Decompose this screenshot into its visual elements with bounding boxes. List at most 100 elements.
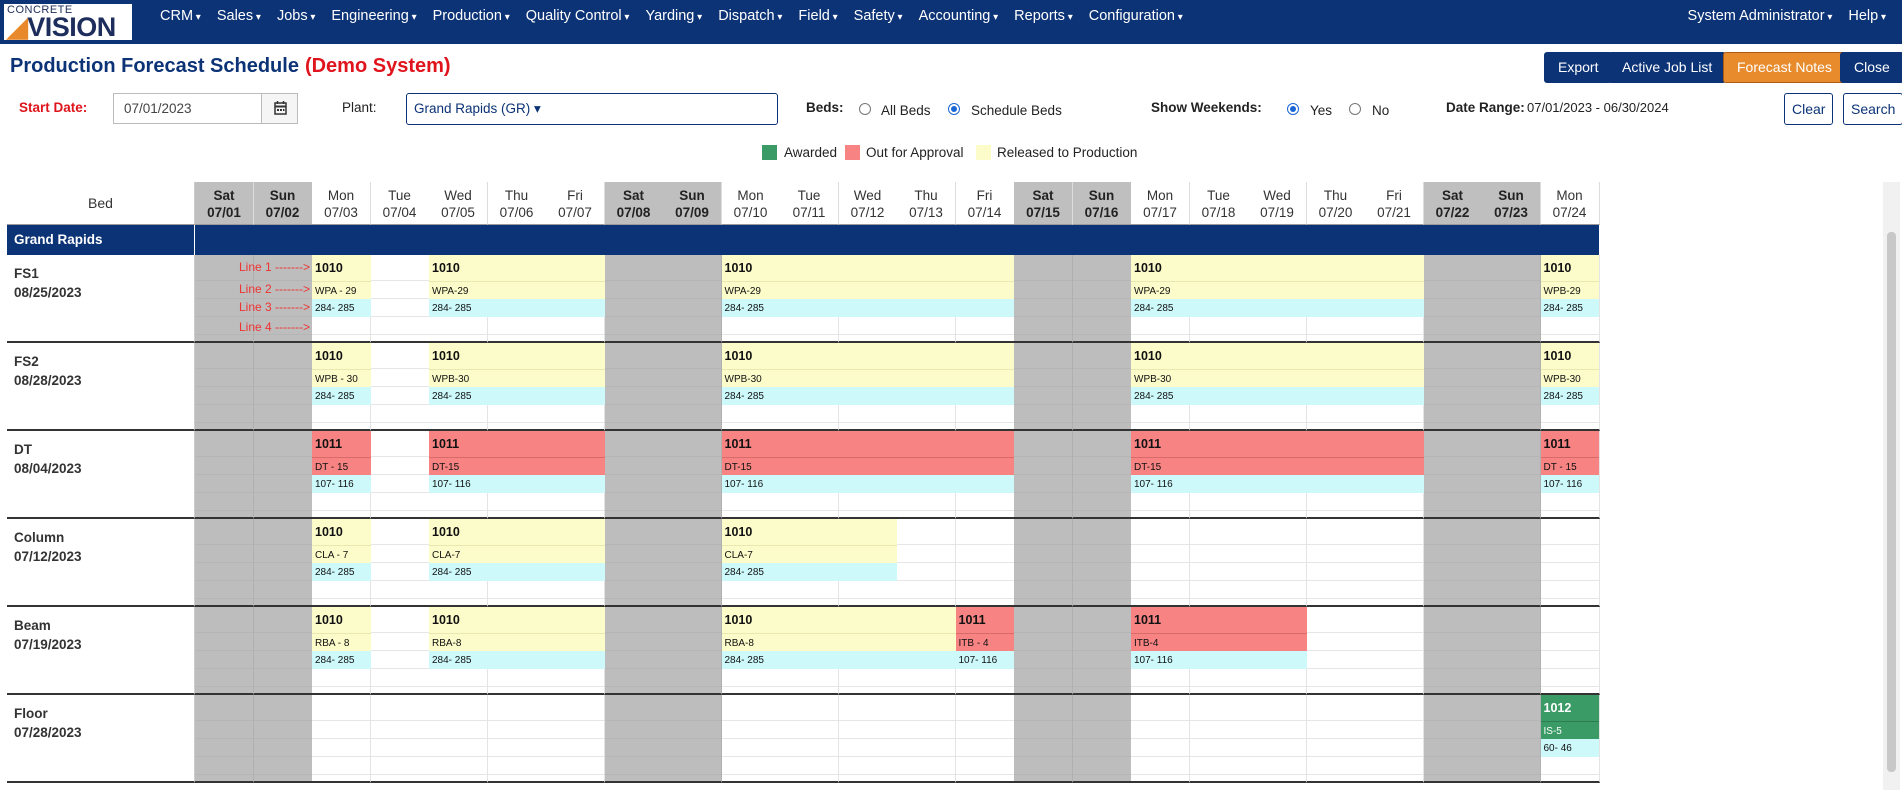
nav-item-quality-control[interactable]: Quality Control ▾ [525,8,630,24]
day-cell[interactable] [1131,695,1190,783]
nav-item-safety[interactable]: Safety ▾ [853,8,903,24]
calendar-button[interactable] [261,93,298,124]
day-cell[interactable] [1365,695,1424,783]
day-cell[interactable] [1306,519,1366,607]
day-cell[interactable] [955,695,1015,783]
day-cell[interactable] [604,343,664,431]
day-cell[interactable] [604,695,664,783]
day-cell[interactable] [1482,519,1541,607]
day-cell[interactable] [1482,607,1541,695]
piece-type-block[interactable]: DT-15 [429,457,605,475]
day-cell[interactable] [429,695,488,783]
piece-type-block[interactable]: CLA-7 [429,545,605,563]
active-job-list-button[interactable]: Active Job List [1608,52,1727,83]
job-number-block[interactable]: 1010 [721,255,1014,281]
nav-item-jobs[interactable]: Jobs ▾ [276,8,316,24]
day-cell[interactable] [195,343,254,431]
day-cell[interactable] [721,695,781,783]
job-number-block[interactable]: 1011 [955,607,1014,633]
day-cell[interactable] [838,695,898,783]
mark-range-block[interactable]: 284- 285 [429,299,605,317]
piece-type-block[interactable]: ITB - 4 [955,633,1014,651]
mark-range-block[interactable]: 284- 285 [312,387,371,405]
piece-type-block[interactable]: WPB-30 [429,369,605,387]
day-cell[interactable] [253,607,313,695]
mark-range-block[interactable]: 284- 285 [429,563,605,581]
day-cell[interactable] [1423,255,1483,343]
job-number-block[interactable]: 1010 [312,255,371,281]
help-menu[interactable]: Help ▾ [1848,8,1886,24]
day-cell[interactable] [663,607,722,695]
day-cell[interactable] [546,695,605,783]
day-cell[interactable] [195,695,254,783]
day-cell[interactable] [1072,431,1132,519]
mark-range-block[interactable]: 107- 116 [429,475,605,493]
vertical-scrollbar[interactable] [1883,182,1900,790]
job-number-block[interactable]: 1010 [721,519,897,545]
job-number-block[interactable]: 1010 [312,607,371,633]
day-cell[interactable] [195,607,254,695]
day-cell[interactable] [955,519,1015,607]
clear-button[interactable]: Clear [1784,93,1834,125]
nav-item-field[interactable]: Field ▾ [798,8,838,24]
mark-range-block[interactable]: 284- 285 [312,299,371,317]
day-cell[interactable] [1306,695,1366,783]
mark-range-block[interactable]: 284- 285 [1131,387,1424,405]
day-cell[interactable] [1189,695,1249,783]
export-button[interactable]: Export [1544,52,1613,83]
mark-range-block[interactable]: 284- 285 [312,651,371,669]
nav-item-configuration[interactable]: Configuration ▾ [1088,8,1183,24]
piece-type-block[interactable]: CLA - 7 [312,545,371,563]
mark-range-block[interactable]: 284- 285 [721,387,1014,405]
job-number-block[interactable]: 1010 [429,519,605,545]
job-number-block[interactable]: 1010 [1540,343,1599,369]
mark-range-block[interactable]: 107- 116 [955,651,1014,669]
day-cell[interactable] [1131,519,1190,607]
mark-range-block[interactable]: 60- 46 [1540,739,1599,757]
day-cell[interactable] [1014,255,1073,343]
job-number-block[interactable]: 1010 [312,343,371,369]
day-cell[interactable] [370,343,430,431]
piece-type-block[interactable]: WPB - 30 [312,369,371,387]
job-number-block[interactable]: 1010 [721,343,1014,369]
mark-range-block[interactable]: 284- 285 [721,563,897,581]
all-beds-radio[interactable] [859,103,871,115]
day-cell[interactable] [897,695,956,783]
search-button[interactable]: Search [1843,93,1902,125]
mark-range-block[interactable]: 284- 285 [721,299,1014,317]
piece-type-block[interactable]: DT-15 [1131,457,1424,475]
day-cell[interactable] [370,519,430,607]
day-cell[interactable] [1014,431,1073,519]
piece-type-block[interactable]: IS-5 [1540,721,1599,739]
piece-type-block[interactable]: WPB-29 [1540,281,1599,299]
piece-type-block[interactable]: WPA-29 [429,281,605,299]
day-cell[interactable] [780,695,839,783]
day-cell[interactable] [370,695,430,783]
day-cell[interactable] [1014,695,1073,783]
piece-type-block[interactable]: DT - 15 [1540,457,1599,475]
day-cell[interactable] [604,519,664,607]
bed-row-beam[interactable]: Beam 07/19/2023 [7,607,195,695]
piece-type-block[interactable]: WPA - 29 [312,281,371,299]
mark-range-block[interactable]: 107- 116 [1131,651,1307,669]
piece-type-block[interactable]: WPA-29 [721,281,1014,299]
piece-type-block[interactable]: RBA - 8 [312,633,371,651]
schedule-beds-radio[interactable] [948,103,960,115]
day-cell[interactable] [253,695,313,783]
plant-select[interactable]: Grand Rapids (GR) ▾ [406,93,778,125]
day-cell[interactable] [253,519,313,607]
mark-range-block[interactable]: 284- 285 [429,651,605,669]
day-cell[interactable] [195,255,254,343]
piece-type-block[interactable]: RBA-8 [721,633,956,651]
day-cell[interactable] [253,431,313,519]
day-cell[interactable] [1306,607,1366,695]
piece-type-block[interactable]: ITB-4 [1131,633,1307,651]
weekends-yes-radio[interactable] [1287,103,1299,115]
nav-item-yarding[interactable]: Yarding ▾ [645,8,703,24]
mark-range-block[interactable]: 107- 116 [1540,475,1599,493]
day-cell[interactable] [1482,343,1541,431]
job-number-block[interactable]: 1010 [429,607,605,633]
nav-item-sales[interactable]: Sales ▾ [216,8,261,24]
piece-type-block[interactable]: WPA-29 [1131,281,1424,299]
job-number-block[interactable]: 1011 [1131,431,1424,457]
